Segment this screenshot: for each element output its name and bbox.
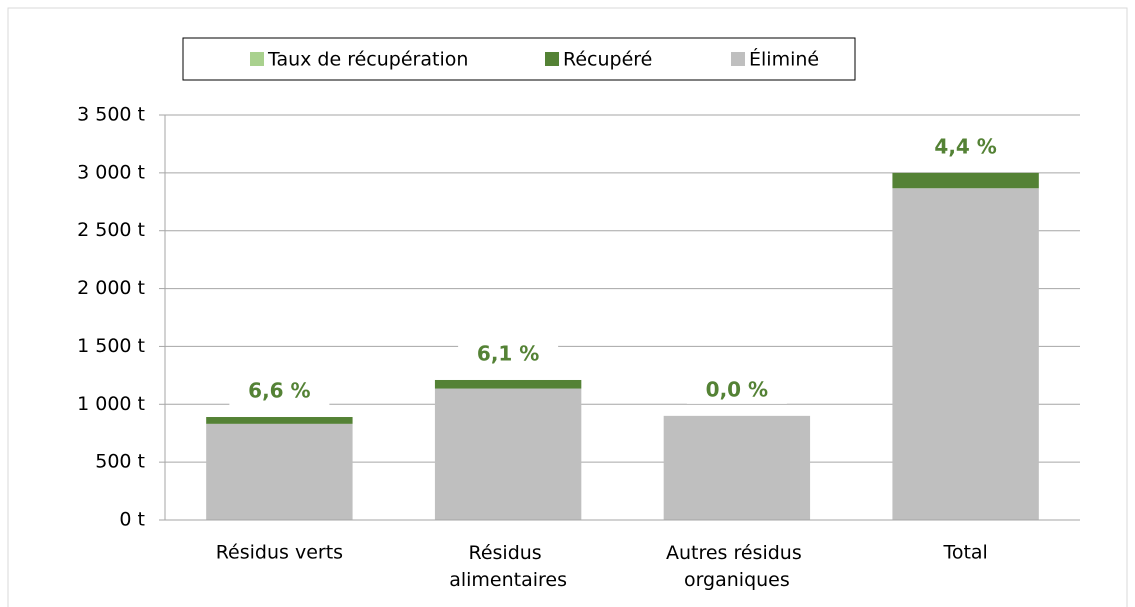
legend-label: Taux de récupération	[267, 49, 468, 71]
data-label-bg	[458, 341, 559, 368]
y-tick-label: 3 500 t	[77, 104, 145, 126]
y-tick-label: 2 500 t	[77, 219, 145, 241]
data-label: 4,4 %	[934, 134, 996, 158]
bar-segment	[206, 417, 353, 424]
data-label-bg	[229, 379, 330, 406]
data-label: 6,1 %	[477, 341, 539, 365]
data-label: 0,0 %	[706, 377, 768, 401]
data-label-bg	[915, 134, 1016, 161]
y-tick-label: 1 000 t	[77, 393, 145, 415]
x-tick-line: alimentaires	[449, 569, 567, 591]
y-tick-label: 0 t	[119, 509, 145, 531]
chart-frame	[7, 7, 1128, 607]
x-tick-label: Résidus verts	[216, 542, 343, 564]
x-tick-line: organiques	[684, 569, 790, 591]
x-tick-line: Résidus	[468, 542, 547, 564]
y-tick-label: 2 000 t	[77, 277, 145, 299]
legend-swatch	[250, 52, 264, 66]
legend-label: Récupéré	[563, 49, 652, 71]
y-tick-label: 3 000 t	[77, 161, 145, 183]
data-label: 6,6 %	[248, 379, 310, 403]
bar-segment	[434, 379, 582, 389]
bar-segment	[434, 388, 582, 520]
legend-swatch	[545, 52, 559, 66]
x-tick-label: Autres résidus organiques	[666, 542, 808, 591]
y-tick-label: 1 500 t	[77, 335, 145, 357]
x-tick-line: Autres résidus	[666, 542, 808, 564]
x-tick-label: Résidus alimentaires	[449, 542, 567, 591]
bar-segment	[892, 172, 1039, 189]
bar-segment	[892, 188, 1039, 521]
bar-segment	[663, 415, 811, 520]
y-tick-label: 500 t	[95, 451, 145, 473]
data-label-bg	[686, 377, 787, 404]
legend-swatch	[731, 52, 745, 66]
bar-segment	[206, 423, 353, 520]
x-tick-label: Total	[942, 542, 987, 564]
legend-label: Éliminé	[749, 48, 819, 71]
